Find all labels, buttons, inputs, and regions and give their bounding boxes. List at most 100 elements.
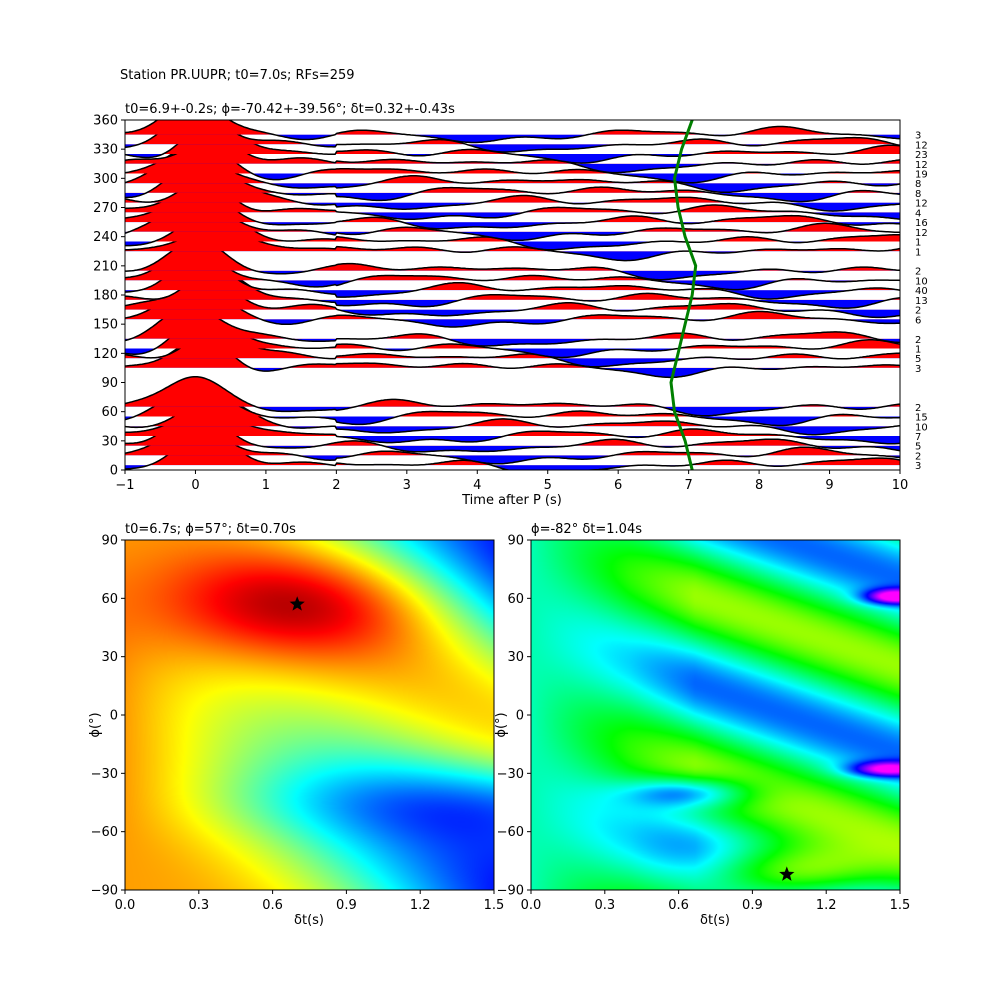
y-tick-label: 240 [93,230,118,245]
left-axis-ticks: 0.0 0.3 0.6 0.9 1.2 1.5 −90 −60 −30 0 30 60 90 [91,534,505,914]
trace-count-label: 16 [915,218,928,229]
rf-trace [125,187,900,230]
rf-trace [125,430,900,470]
x-tick-label: 10 [892,478,909,493]
rf-trace [125,314,900,359]
trace-count-label: 3 [915,131,921,142]
trace-count-label: 15 [915,413,928,424]
rf-x-axis-label: Time after P (s) [461,493,562,508]
rf-trace [125,159,900,203]
y-tick-label: 150 [93,318,118,333]
rf-negative-fill [125,270,900,280]
rf-trace [125,409,900,453]
rf-negative-fill [125,144,900,152]
rf-negative-fill [125,435,900,444]
rf-trace [125,285,900,328]
rf-trace [125,120,900,153]
trace-count-label: 12 [915,140,928,151]
trace-count-label: 19 [915,170,928,181]
rf-negative-fill [261,319,900,327]
rf-negative-fill [125,134,900,143]
y-tick-label: 60 [507,592,524,607]
rf-trace [125,281,900,319]
rf-trace [125,238,900,281]
y-tick-label: 180 [93,289,118,304]
rf-trace [125,375,900,417]
x-tick-label: 0.9 [336,898,357,913]
trace-count-label: 1 [915,345,921,356]
trace-count-label: 5 [915,442,921,453]
y-tick-label: 60 [101,405,118,420]
trace-count-label: 2 [915,451,921,462]
y-tick-label: 210 [93,259,118,274]
rf-positive-fill [132,239,900,271]
trace-count-label: 10 [915,422,928,433]
x-tick-label: 0.3 [188,898,209,913]
gridsearch-right-panel: ϕ=-82° δt=1.04s 0.0 0.3 0.6 0.9 1.2 1.5 −90 −60… [494,522,910,928]
left-y-axis-label: ϕ(°) [88,712,103,737]
rf-trace [125,141,900,184]
x-tick-label: 7 [684,478,692,493]
y-tick-label: −60 [91,825,118,840]
x-tick-label: 9 [825,478,833,493]
best-fit-marker [289,596,305,611]
trace-count-label: 8 [915,179,921,190]
figure-title: Station PR.UUPR; t0=7.0s; RFs=259 [120,68,355,83]
trace-count-label: 12 [915,228,928,239]
x-tick-label: 6 [614,478,622,493]
y-tick-label: 0 [110,464,118,479]
rf-positive-fill [125,376,900,407]
trace-count-label: 40 [915,286,928,297]
x-tick-label: 0.0 [115,898,136,913]
y-tick-label: 30 [101,650,118,665]
right-y-axis-label: ϕ(°) [494,712,509,737]
x-tick-label: 4 [473,478,481,493]
trace-count-label: 2 [915,335,921,346]
rf-panel-title: t0=6.9+-0.2s; ϕ=-70.42+-39.56°; δt=0.32+… [125,102,455,117]
y-tick-label: −30 [91,767,118,782]
rf-trace [125,384,900,427]
right-heatmap [531,540,900,890]
y-tick-label: −90 [91,884,118,899]
trace-count-label: 23 [915,150,928,161]
rf-trace [125,137,900,174]
gridsearch-left-panel: t0=6.7s; ϕ=57°; δt=0.70s 0.0 0.3 0.6 0.9 1.2… [88,522,504,928]
rf-trace-counts: 3257101523512621340102111216412881912231… [915,131,928,473]
left-panel-title: t0=6.7s; ϕ=57°; δt=0.70s [125,522,296,537]
trace-count-label: 1 [915,238,921,249]
rf-negative-fill [125,290,900,299]
right-best-fit-star [779,866,795,881]
trace-count-label: 2 [915,267,921,278]
x-tick-label: 0.6 [668,898,689,913]
x-tick-label: 1.5 [890,898,911,913]
rf-positive-fill [155,315,900,349]
rf-trace [125,152,900,194]
rf-trace [125,247,900,291]
left-heatmap [125,540,494,890]
rf-trace [125,421,900,465]
y-tick-label: 90 [507,534,524,549]
rf-negative-fill [297,455,900,464]
trace-count-label: 3 [915,364,921,375]
right-x-axis-label: δt(s) [700,913,730,928]
y-tick-label: 120 [93,347,118,362]
y-tick-label: 270 [93,201,118,216]
y-tick-label: 60 [101,592,118,607]
rf-panel: t0=6.9+-0.2s; ϕ=-70.42+-39.56°; δt=0.32+… [93,102,928,508]
x-tick-label: −1 [115,478,134,493]
rf-negative-fill [125,299,900,309]
rf-positive-fill [125,227,900,252]
y-tick-label: 330 [93,143,118,158]
rf-positive-fill [125,120,855,135]
rf-negative-fill [125,192,900,202]
rf-negative-fill [250,367,793,378]
trace-count-label: 10 [915,276,928,287]
y-tick-label: −60 [497,825,524,840]
rf-trace [125,336,900,379]
trace-count-label: 8 [915,189,921,200]
y-tick-label: 90 [101,376,118,391]
rf-negative-fill [125,231,900,241]
rf-positive-fill [130,305,877,339]
x-tick-label: 8 [755,478,763,493]
